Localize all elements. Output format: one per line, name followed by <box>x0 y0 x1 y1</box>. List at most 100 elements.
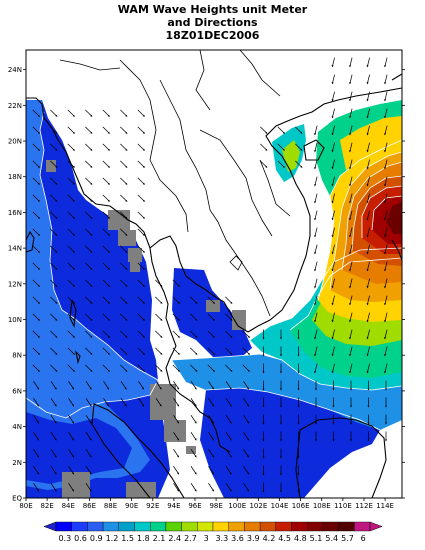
direction-arrow <box>331 74 335 85</box>
direction-arrow <box>85 245 93 253</box>
direction-arrow <box>120 109 128 117</box>
direction-arrow <box>85 211 93 219</box>
direction-arrow <box>102 143 110 151</box>
direction-arrow <box>85 432 92 441</box>
direction-arrow <box>50 262 58 270</box>
colorbar-swatch <box>354 521 371 532</box>
direction-arrow <box>331 278 335 289</box>
direction-arrow <box>137 194 145 202</box>
x-tick-label: 114E <box>376 502 394 510</box>
direction-arrow <box>190 449 197 458</box>
x-tick-label: 110E <box>334 502 352 510</box>
colorbar-swatch <box>87 521 104 532</box>
direction-arrow <box>50 483 57 492</box>
colorbar-swatch <box>118 521 135 532</box>
direction-arrow <box>120 194 128 202</box>
direction-arrow <box>50 381 57 390</box>
direction-arrow <box>32 262 40 270</box>
direction-arrow <box>366 91 370 102</box>
direction-arrow <box>190 432 197 441</box>
colorbar-label: 1.2 <box>106 534 119 543</box>
direction-arrow <box>173 466 180 475</box>
direction-arrow <box>173 432 180 441</box>
indian-ocean-light-band <box>26 100 158 418</box>
direction-arrow <box>120 364 128 372</box>
direction-arrow <box>50 109 58 117</box>
colorbar-swatch <box>212 521 229 532</box>
direction-arrow <box>384 363 388 374</box>
direction-arrow <box>349 91 353 102</box>
direction-arrow <box>173 398 180 407</box>
direction-arrow <box>120 330 128 338</box>
colorbar-swatch <box>259 521 277 532</box>
direction-arrow <box>172 364 180 372</box>
direction-arrow <box>85 143 93 151</box>
direction-arrow <box>331 57 335 68</box>
direction-arrow <box>68 466 75 475</box>
direction-arrow <box>68 398 75 407</box>
direction-arrow <box>102 126 110 134</box>
direction-arrow <box>207 330 215 338</box>
direction-arrow <box>366 108 370 119</box>
direction-arrow <box>384 176 388 187</box>
plot-border <box>25 49 403 499</box>
direction-arrow <box>138 381 145 390</box>
direction-arrow <box>331 125 335 136</box>
colorbar-label: 5.1 <box>310 534 323 543</box>
direction-arrow <box>137 143 145 151</box>
direction-arrow <box>225 313 233 321</box>
direction-arrow <box>137 109 145 117</box>
direction-arrow <box>32 126 40 134</box>
colorbar-label: 3.3 <box>215 534 228 543</box>
map-title-line2: and Directions <box>167 16 258 29</box>
direction-arrow <box>384 295 388 306</box>
direction-arrow <box>225 364 233 372</box>
colorbar-swatch <box>338 521 355 532</box>
direction-arrow <box>103 381 110 390</box>
x-tick-label: 86E <box>83 502 96 510</box>
x-tick-label: 84E <box>62 502 75 510</box>
direction-arrow <box>85 262 93 270</box>
direction-arrow <box>314 295 318 306</box>
direction-arrow <box>32 177 40 185</box>
x-tick-label: 108E <box>313 502 331 510</box>
direction-arrow <box>32 109 40 117</box>
direction-arrow <box>314 142 318 153</box>
direction-arrow <box>243 466 250 475</box>
direction-arrow <box>68 449 75 458</box>
direction-arrow <box>208 381 215 390</box>
direction-arrow <box>208 483 215 492</box>
direction-arrow <box>102 228 110 236</box>
direction-arrow <box>190 330 198 338</box>
direction-arrow <box>349 74 353 85</box>
direction-arrow <box>67 211 75 219</box>
direction-arrow <box>50 177 58 185</box>
scs-peak-core <box>386 202 402 234</box>
colorbar-swatch <box>291 521 308 532</box>
direction-arrow <box>85 483 92 492</box>
direction-arrow <box>120 245 128 253</box>
direction-arrow <box>242 364 250 372</box>
x-tick-label: 92E <box>146 502 159 510</box>
direction-arrow <box>33 381 40 390</box>
direction-arrow <box>137 330 145 338</box>
direction-arrow <box>33 483 40 492</box>
direction-arrow <box>190 415 197 424</box>
direction-arrow <box>349 329 353 340</box>
direction-arrow <box>314 329 318 340</box>
colorbar-swatch <box>244 521 261 532</box>
direction-arrow <box>137 211 145 219</box>
direction-arrow <box>33 449 40 458</box>
scs-midband <box>172 354 402 430</box>
direction-arrow <box>85 381 92 390</box>
direction-arrow <box>120 160 128 168</box>
direction-arrow <box>207 313 215 321</box>
direction-arrow <box>225 381 232 390</box>
direction-arrow <box>50 160 58 168</box>
direction-arrow <box>384 312 388 323</box>
colorbar-swatch <box>228 521 245 532</box>
direction-arrow <box>50 330 58 338</box>
direction-arrow <box>85 160 93 168</box>
direction-arrow <box>137 279 145 287</box>
direction-arrow <box>260 160 268 168</box>
